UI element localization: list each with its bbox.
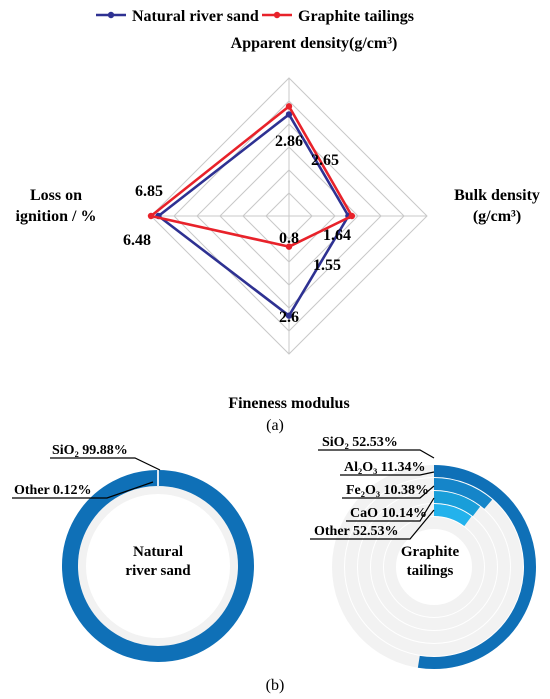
- donut-segment: [62, 470, 255, 662]
- river-sand-donut: SiO₂ 99.88% Other 0.12% Natural river sand: [12, 443, 255, 662]
- radar-data-label: 6.85: [135, 183, 163, 200]
- radial-bar: [433, 491, 481, 517]
- radar-data-label: 2.6: [279, 309, 299, 326]
- radar-data-label: 1.55: [313, 257, 341, 274]
- radial-callout-label: SiO₂ 52.53%: [322, 435, 398, 450]
- radial-callout-line: [346, 497, 435, 522]
- radar-data-label: 2.65: [311, 152, 339, 169]
- radial-callout-label: CaO 10.14%: [350, 506, 427, 521]
- radar-axis-label: Loss on: [30, 187, 82, 204]
- legend-marker: [273, 11, 281, 19]
- legend-label: Natural river sand: [132, 8, 259, 25]
- radial-bar: [417, 465, 536, 669]
- graphite-tailings-radial-bar: SiO₂ 52.53% Al₂O₃ 11.34% Fe₂O₃ 10.38% CaO 1…: [310, 435, 536, 669]
- legend-label: Graphite tailings: [298, 8, 414, 25]
- radar-data-label: 6.48: [123, 232, 151, 249]
- radial-callout-label: Al₂O₃ 11.34%: [344, 460, 426, 475]
- radial-track: [384, 517, 484, 617]
- radial-center-label: tailings: [407, 563, 454, 579]
- donut-callout-line: [12, 481, 154, 499]
- radar-axis-label: ignition / %: [16, 208, 97, 225]
- radar-axis-label: Bulk density: [454, 187, 540, 204]
- donut-callout-label: SiO₂ 99.88%: [52, 443, 128, 458]
- radial-bar: [433, 478, 493, 509]
- radar-data-label: 0.8: [279, 230, 299, 247]
- donut-callout-label: Other 0.12%: [14, 483, 92, 498]
- radial-bar: [433, 504, 472, 527]
- radar-point: [285, 111, 293, 118]
- radar-series-line: [149, 105, 354, 248]
- radial-callout-label: Fe₂O₃ 10.38%: [346, 483, 429, 498]
- legend-marker: [107, 11, 115, 19]
- radar-point: [285, 103, 293, 110]
- radar-axis-label: Apparent density(g/cm³): [231, 35, 398, 52]
- radar-data-label: 2.86: [275, 133, 303, 150]
- caption-a: (a): [266, 417, 284, 434]
- radar-point: [348, 212, 356, 220]
- radial-callout-line: [340, 471, 435, 476]
- radial-callout-line: [342, 485, 435, 499]
- donut-center-label: Natural: [133, 544, 183, 560]
- radial-callout-line: [318, 449, 435, 459]
- donut-center-label: river sand: [125, 563, 191, 579]
- radar-data-label: 1.64: [323, 227, 351, 244]
- donut-inner-track: [78, 486, 238, 646]
- radar-point: [285, 243, 293, 250]
- radar-series-line: [157, 113, 350, 317]
- radar-point: [147, 212, 155, 220]
- radar-legend: Natural river sand Graphite tailings: [96, 8, 414, 25]
- radial-center-label: Graphite: [401, 544, 460, 560]
- donut-callout-line: [50, 457, 161, 471]
- caption-b: (b): [266, 677, 285, 694]
- radial-callout-line: [310, 509, 435, 540]
- radar-axis-label: Fineness modulus: [228, 395, 349, 412]
- radial-callout-label: Other 52.53%: [314, 524, 399, 539]
- radar-point: [285, 312, 293, 319]
- radar-chart: 2.65 1.55 2.6 6.48 2.86 1.64 0.8 6.85 Apparent d…: [16, 35, 540, 412]
- radar-axis-label: (g/cm³): [473, 208, 521, 225]
